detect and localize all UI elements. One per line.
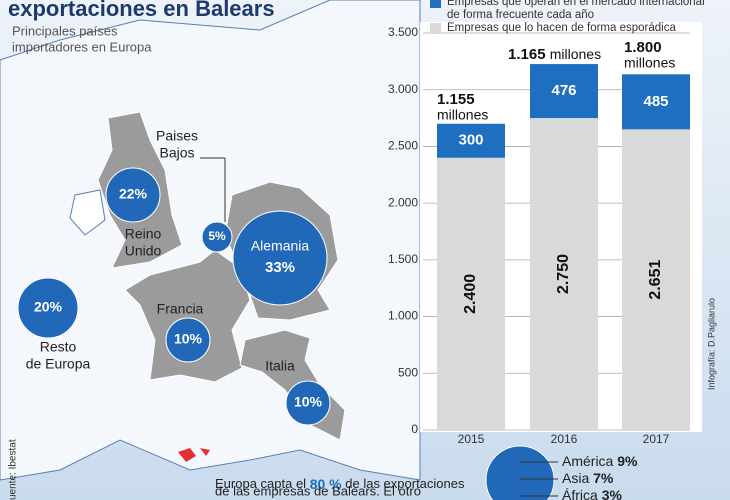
bubble — [285, 380, 331, 426]
amount: 1.165 — [508, 46, 546, 63]
annotation-unit: millones — [437, 107, 488, 123]
share-label: 20% — [34, 299, 63, 315]
y-tick-label: 1.000 — [388, 309, 418, 323]
balears — [178, 448, 210, 462]
legend-item: Empresas que lo hacen de forma esporádic… — [430, 22, 720, 35]
region-share: 3% — [602, 487, 623, 500]
credit: Infografía: D.Pagliarulo — [706, 298, 716, 390]
region: África 3% — [562, 487, 622, 500]
bar-segment — [622, 74, 690, 130]
y-tick-label: 3.000 — [388, 82, 418, 96]
country-label: Alemania — [251, 238, 310, 254]
note: Europa capta el 80 % de las exportacione… — [215, 476, 465, 492]
region-share: 7% — [593, 470, 614, 486]
share-label: 10% — [294, 394, 323, 410]
france — [124, 249, 251, 383]
value-label: 476 — [551, 82, 576, 99]
y-tick-label: 3.500 — [388, 25, 418, 39]
note-highlight: 80 % — [310, 476, 342, 492]
bubble — [485, 445, 555, 500]
note-text: de las exportaciones — [345, 476, 465, 491]
y-tick-label: 500 — [398, 365, 418, 379]
bubble — [105, 167, 161, 223]
x-tick-label: 2015 — [458, 432, 485, 446]
value-label: 2.750 — [555, 254, 572, 294]
annotation-unit: millones — [624, 55, 675, 71]
legend-swatch — [430, 0, 441, 8]
y-tick-label: 2.000 — [388, 195, 418, 209]
region-name: Asia — [562, 470, 589, 486]
region-name: América — [562, 453, 614, 469]
y-tick-label: 1.500 — [388, 252, 418, 266]
y-tick-label: 2.500 — [388, 139, 418, 153]
x-tick-label: 2017 — [643, 432, 670, 446]
value-label: 485 — [643, 93, 668, 110]
share-label: 33% — [265, 259, 295, 276]
source: uente: Ibestat — [8, 439, 19, 500]
bubble — [17, 277, 79, 339]
value-label: 2.651 — [647, 260, 664, 300]
legend-item: Empresas que operan en el mercado intern… — [430, 0, 720, 22]
title: exportaciones en Balears — [8, 0, 275, 21]
subtitle: importadores en Europa — [12, 39, 152, 54]
subtitle: Principales países — [12, 23, 118, 38]
ireland — [69, 189, 106, 236]
annotation-amount: 1.155 — [437, 91, 475, 108]
share-label: 10% — [174, 331, 203, 347]
bar-segment — [530, 64, 598, 119]
bubble — [232, 210, 328, 306]
region-share: 9% — [617, 453, 638, 469]
country-label: Reino — [125, 226, 162, 242]
note: de las empresas de Balears. El otro — [215, 483, 421, 498]
annotation: 1.165 millones — [508, 46, 601, 63]
bubble — [165, 317, 211, 363]
country-label: de Europa — [26, 356, 91, 372]
bar-segment — [622, 129, 690, 431]
annotation-amount: 1.800 — [624, 39, 662, 56]
value-label: 300 — [458, 132, 483, 149]
region-name: África — [562, 487, 598, 500]
country-label: Paises — [156, 128, 198, 144]
region: América 9% — [562, 453, 638, 469]
x-tick-label: 2016 — [551, 432, 578, 446]
legend-swatch — [430, 23, 441, 34]
share-label: 5% — [208, 229, 226, 243]
country-label: Francia — [157, 301, 204, 317]
country-label: Italia — [265, 358, 295, 374]
region: Asia 7% — [562, 470, 614, 486]
bar-segment — [437, 123, 505, 158]
country-label: Unido — [125, 243, 162, 259]
bar-segment — [530, 118, 598, 431]
country-label: Resto — [40, 339, 77, 355]
country-label: Bajos — [159, 145, 194, 161]
bar-segment — [437, 157, 505, 430]
y-tick-label: 0 — [411, 422, 418, 436]
legend-label: Empresas que operan en el mercado intern… — [447, 0, 705, 21]
share-label: 22% — [119, 186, 148, 202]
legend-label: Empresas que lo hacen de forma esporádic… — [447, 22, 676, 34]
value-label: 2.400 — [462, 274, 479, 314]
unit: millones — [550, 46, 601, 62]
note-text: Europa capta el — [215, 476, 306, 491]
bubble — [201, 221, 233, 253]
